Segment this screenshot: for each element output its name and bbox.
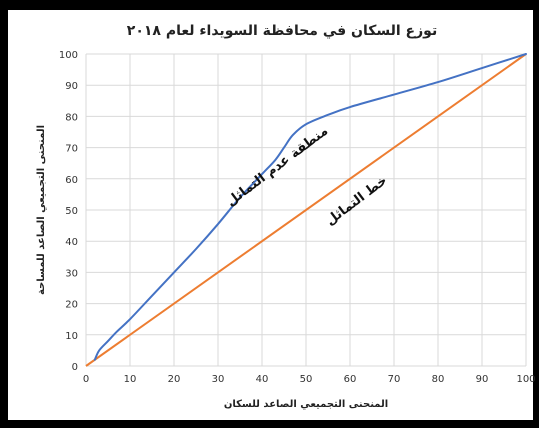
y-tick-label: 80 [65, 112, 78, 123]
y-tick-label: 40 [65, 237, 78, 248]
x-tick-label: 90 [476, 374, 489, 385]
y-tick-label: 10 [65, 331, 78, 342]
lorenz-curve [93, 53, 527, 361]
y-axis-label: المنحنى التجميعي الصاعد للمساحة [36, 125, 47, 295]
grid-lines [85, 53, 527, 367]
y-tick-label: 70 [65, 144, 78, 155]
x-tick-label: 20 [168, 374, 181, 385]
x-tick-label: 100 [516, 374, 535, 385]
x-tick-label: 70 [388, 374, 401, 385]
series-lines [85, 53, 527, 367]
x-tick-labels: 0 10 20 30 40 50 60 70 80 90 100 [83, 374, 536, 385]
y-tick-label: 0 [72, 362, 78, 373]
x-tick-label: 40 [256, 374, 269, 385]
x-tick-label: 0 [83, 374, 89, 385]
x-tick-label: 80 [432, 374, 445, 385]
chart-panel [8, 10, 533, 420]
y-tick-label: 90 [65, 81, 78, 92]
y-tick-labels: 0 10 20 30 40 50 60 70 80 90 100 [59, 50, 78, 373]
x-tick-label: 50 [300, 374, 313, 385]
x-tick-label: 30 [212, 374, 225, 385]
x-tick-label: 10 [124, 374, 137, 385]
annotation-inequality-zone: منطقة عدم التماثل [224, 124, 331, 210]
y-tick-label: 20 [65, 300, 78, 311]
annotation-equality-line: خط التماثل [323, 173, 390, 229]
chart-title: توزع السكان في محافظة السويداء لعام ٢٠١٨ [127, 23, 437, 39]
y-tick-label: 50 [65, 206, 78, 217]
y-tick-label: 100 [59, 50, 78, 61]
y-tick-label: 30 [65, 268, 78, 279]
x-tick-label: 60 [344, 374, 357, 385]
equality-line [85, 53, 527, 367]
x-axis-label: المنحنى التجميعي الصاعد للسكان [224, 399, 388, 410]
y-tick-label: 60 [65, 175, 78, 186]
